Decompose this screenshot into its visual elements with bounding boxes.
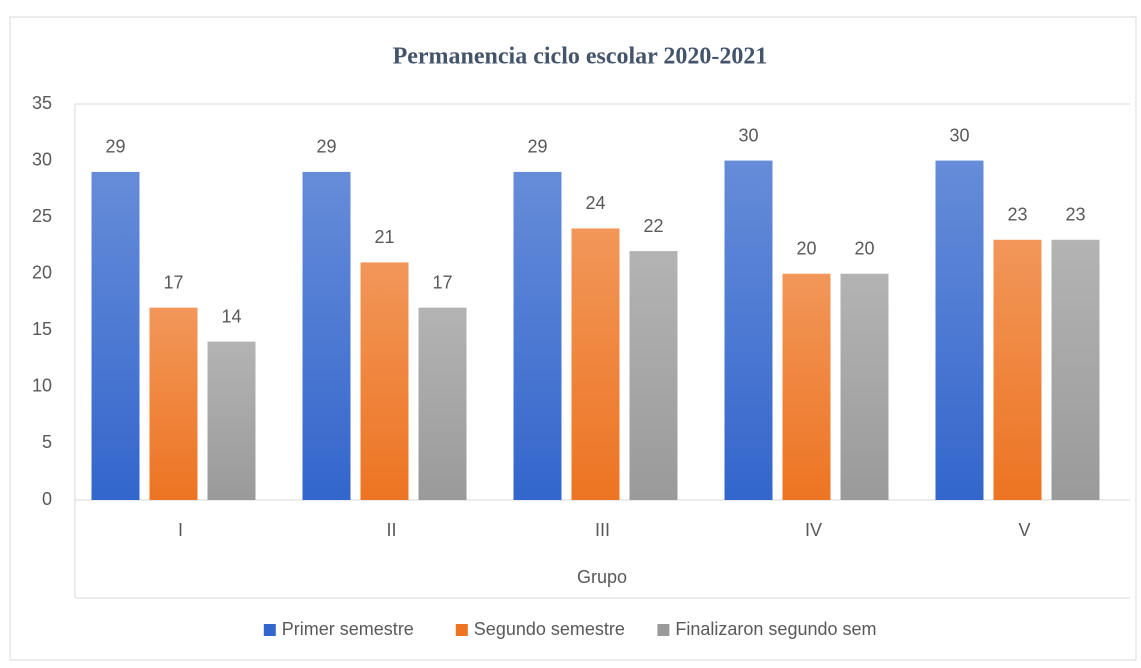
legend-label: Segundo semestre bbox=[474, 619, 625, 639]
legend-label: Finalizaron segundo sem bbox=[675, 619, 876, 639]
chart-title: Permanencia ciclo escolar 2020-2021 bbox=[393, 44, 768, 70]
data-label: 23 bbox=[1065, 205, 1085, 225]
bar bbox=[91, 171, 140, 500]
y-tick-label: 20 bbox=[32, 262, 52, 282]
x-tick-label: III bbox=[595, 520, 610, 540]
data-label: 29 bbox=[105, 137, 125, 157]
data-label: 20 bbox=[796, 238, 816, 258]
x-axis-label: Grupo bbox=[577, 567, 627, 587]
data-label: 21 bbox=[374, 227, 394, 247]
x-tick-label: II bbox=[386, 520, 396, 540]
data-label: 29 bbox=[527, 137, 547, 157]
y-tick-label: 30 bbox=[32, 149, 52, 169]
bar bbox=[302, 171, 351, 500]
x-tick-label: IV bbox=[805, 520, 822, 540]
bar bbox=[993, 239, 1042, 500]
legend-swatch bbox=[263, 624, 276, 636]
x-tick-label: I bbox=[178, 520, 183, 540]
data-label: 23 bbox=[1007, 205, 1027, 225]
x-tick-label: V bbox=[1018, 520, 1030, 540]
bar bbox=[840, 273, 889, 500]
bar bbox=[207, 341, 256, 500]
bar bbox=[571, 228, 620, 500]
data-label: 17 bbox=[432, 272, 452, 292]
y-tick-label: 35 bbox=[32, 93, 52, 113]
y-tick-label: 10 bbox=[32, 376, 52, 396]
data-label: 30 bbox=[738, 125, 758, 145]
y-tick-label: 0 bbox=[42, 489, 52, 509]
data-label: 29 bbox=[316, 137, 336, 157]
data-label: 14 bbox=[221, 306, 241, 326]
data-label: 20 bbox=[854, 238, 874, 258]
data-label: 17 bbox=[163, 272, 183, 292]
bar bbox=[149, 307, 198, 500]
legend-swatch bbox=[455, 624, 468, 636]
bar bbox=[513, 171, 562, 500]
y-tick-label: 25 bbox=[32, 206, 52, 226]
bar bbox=[418, 307, 467, 500]
legend-label: Primer semestre bbox=[282, 619, 414, 639]
data-label: 30 bbox=[949, 125, 969, 145]
legend-swatch bbox=[657, 624, 670, 636]
data-label: 24 bbox=[585, 193, 605, 213]
y-tick-label: 5 bbox=[42, 432, 52, 452]
data-label: 22 bbox=[643, 216, 663, 236]
bar bbox=[935, 160, 984, 501]
y-tick-label: 15 bbox=[32, 319, 52, 339]
bar bbox=[1051, 239, 1100, 500]
bar bbox=[360, 262, 409, 500]
bar bbox=[724, 160, 773, 501]
bar bbox=[629, 251, 678, 500]
bar bbox=[782, 273, 831, 500]
